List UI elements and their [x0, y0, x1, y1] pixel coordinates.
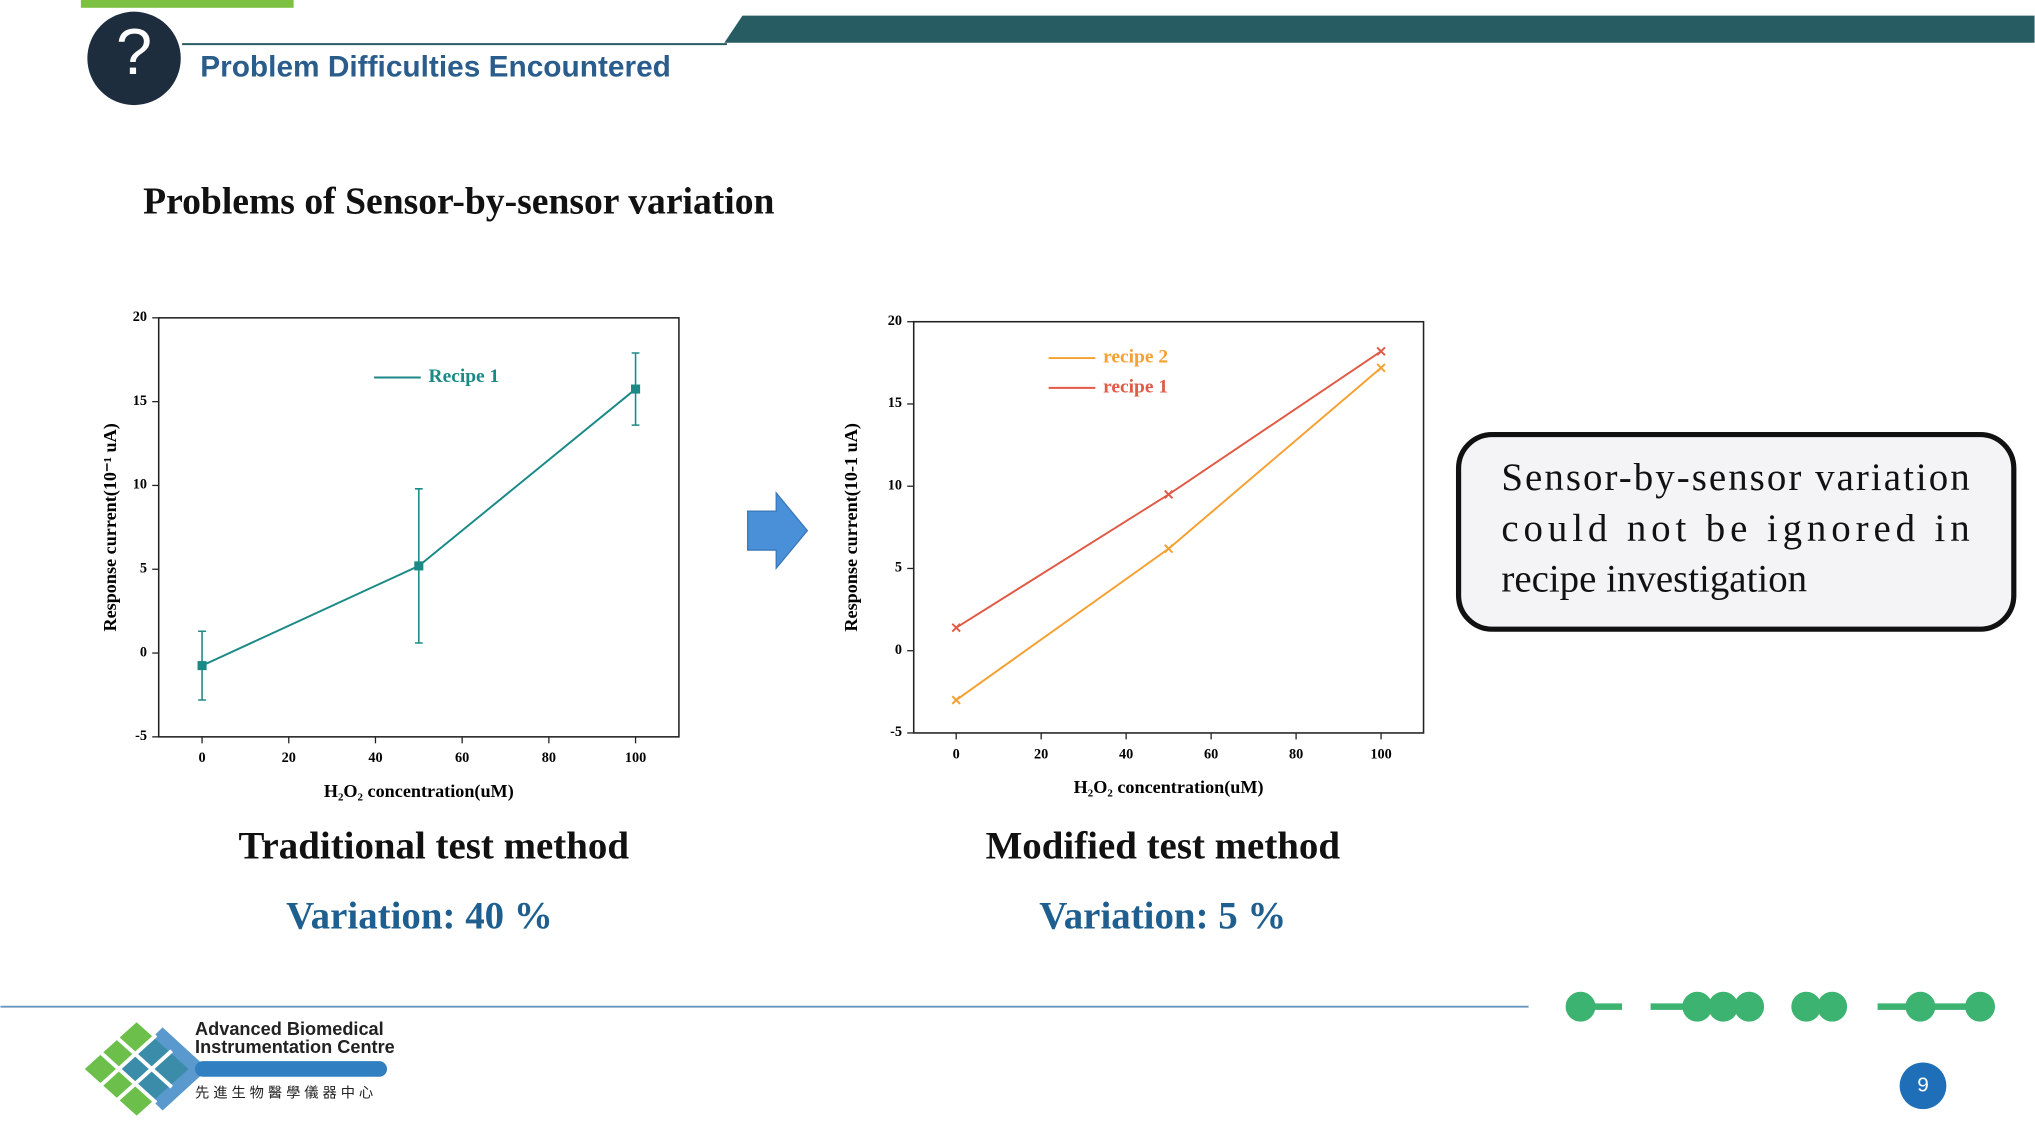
x-tick-label: 80 [1289, 746, 1303, 762]
marker [414, 561, 424, 571]
heading: Problems of Sensor-by-sensor variation [143, 181, 774, 223]
legend-label: Recipe 1 [429, 366, 500, 387]
x-tick-label: 60 [455, 750, 469, 766]
dots-decoration [1565, 991, 1995, 1022]
y-tick-label: 15 [888, 395, 902, 411]
callout-line: recipe investigation [1501, 557, 1807, 600]
header-band [724, 15, 2035, 43]
page-number: 9 [1917, 1073, 1929, 1096]
y-tick-label: 20 [133, 309, 147, 325]
y-tick-label: 5 [895, 560, 902, 576]
y-tick-label: 5 [140, 561, 147, 577]
x-tick-label: 100 [1370, 746, 1391, 762]
legend-label: recipe 1 [1103, 376, 1168, 397]
arrow [747, 491, 809, 571]
x-tick-label: 60 [1204, 746, 1218, 762]
header-title: Problem Difficulties Encountered [200, 51, 671, 84]
logo-text: 先 進 生 物 醫 學 儀 器 中 心 [195, 1083, 373, 1101]
marker [1164, 544, 1174, 554]
marker [631, 384, 641, 394]
x-tick-label: 100 [625, 750, 646, 766]
y-tick-label: -5 [890, 724, 902, 740]
y-tick-label: 10 [133, 477, 147, 493]
callout-line: could not be ignored in [1501, 507, 1969, 550]
x-axis-label: H₂O₂ concentration(uM) [1074, 777, 1264, 798]
x-tick-label: 0 [198, 750, 205, 766]
logo-text: Instrumentation Centre [195, 1037, 395, 1057]
y-tick-label: 0 [895, 642, 902, 658]
marker [1376, 363, 1386, 373]
variation: Variation: 5 % [1039, 895, 1286, 938]
x-tick-label: 80 [542, 750, 556, 766]
y-tick-label: 15 [133, 393, 147, 409]
marker [951, 623, 961, 633]
x-tick-label: 0 [953, 746, 960, 762]
marker [1376, 346, 1386, 356]
y-axis-label: Response current(10⁻¹ uA) [100, 423, 121, 631]
caption: Traditional test method [238, 825, 629, 868]
logo-text: Advanced Biomedical [195, 1019, 384, 1039]
callout-line: Sensor-by-sensor variation [1501, 456, 1969, 499]
accent-bar [80, 0, 294, 8]
icon-mark: ? [116, 15, 152, 88]
marker [1164, 489, 1174, 500]
caption: Modified test method [986, 825, 1341, 868]
x-tick-label: 40 [368, 750, 382, 766]
page-badge [1899, 1062, 1947, 1110]
plot-frame [157, 317, 680, 738]
y-tick-label: -5 [135, 728, 147, 744]
icon-circle [87, 11, 181, 106]
y-tick-label: 20 [888, 313, 902, 329]
variation: Variation: 40 % [286, 895, 553, 938]
marker [197, 661, 207, 671]
logo: Advanced Biomedical Instrumentation Cent… [84, 1019, 395, 1116]
y-tick-label: 10 [888, 477, 902, 493]
y-tick-label: 0 [140, 644, 147, 660]
x-tick-label: 20 [282, 750, 296, 766]
plot-frame [912, 320, 1425, 734]
x-tick-label: 20 [1034, 746, 1048, 762]
callout-box [1455, 431, 2017, 632]
marker [951, 695, 961, 705]
x-tick-label: 40 [1119, 746, 1133, 762]
x-axis-label: H₂O₂ concentration(uM) [324, 781, 514, 802]
legend-label: recipe 2 [1103, 347, 1168, 368]
y-axis-label: Response current(10-1 uA) [841, 423, 862, 631]
